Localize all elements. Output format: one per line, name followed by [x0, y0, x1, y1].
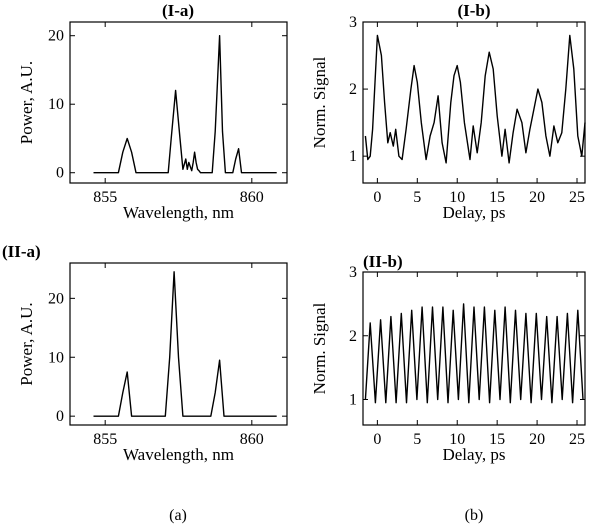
y-tick-label: 0 — [56, 165, 64, 182]
data-series-line — [364, 303, 584, 404]
x-tick-label: 5 — [413, 189, 421, 206]
plot-title: (II-a) — [2, 242, 41, 261]
x-tick-label: 855 — [93, 189, 117, 206]
plot-title: (II-b) — [363, 252, 403, 271]
x-tick-label: 20 — [529, 189, 545, 206]
y-tick-label: 1 — [349, 392, 357, 409]
x-axis-label: Wavelength, nm — [123, 445, 234, 464]
y-axis-label: Power, A.U. — [17, 61, 36, 144]
y-tick-label: 10 — [48, 349, 64, 366]
y-tick-label: 10 — [48, 96, 64, 113]
x-tick-label: 25 — [569, 431, 585, 448]
plot-frame — [362, 21, 586, 184]
data-series-line — [364, 34, 586, 164]
x-axis-label: Delay, ps — [442, 445, 505, 464]
x-tick-label: 860 — [240, 189, 264, 206]
y-tick-label: 20 — [48, 28, 64, 45]
y-tick-label: 20 — [48, 290, 64, 307]
plot-frame — [69, 262, 288, 426]
caption-b: (b) — [465, 507, 484, 524]
x-tick-label: 10 — [449, 189, 465, 206]
x-tick-label: 15 — [489, 431, 505, 448]
x-tick-label: 855 — [93, 431, 117, 448]
plot-title: (I-a) — [162, 1, 194, 20]
x-axis-label: Delay, ps — [442, 203, 505, 222]
data-series-line — [93, 271, 277, 417]
data-series-line — [93, 35, 277, 174]
plot-title: (I-b) — [457, 1, 490, 20]
y-tick-label: 3 — [349, 14, 357, 31]
y-tick-label: 1 — [349, 148, 357, 165]
x-axis-label: Wavelength, nm — [123, 203, 234, 222]
x-tick-label: 15 — [489, 189, 505, 206]
y-axis-label: Norm. Signal — [310, 56, 329, 148]
caption-a: (a) — [169, 507, 187, 524]
x-tick-label: 5 — [413, 431, 421, 448]
y-tick-label: 3 — [349, 264, 357, 281]
x-tick-label: 860 — [240, 431, 264, 448]
x-tick-label: 0 — [373, 431, 381, 448]
y-axis-label: Norm. Signal — [310, 302, 329, 394]
x-tick-label: 20 — [529, 431, 545, 448]
x-tick-label: 10 — [449, 431, 465, 448]
y-tick-label: 0 — [56, 408, 64, 425]
x-tick-label: 25 — [569, 189, 585, 206]
plot-frame — [362, 271, 586, 426]
y-tick-label: 2 — [349, 328, 357, 345]
plot-frame — [69, 21, 288, 184]
x-tick-label: 0 — [373, 189, 381, 206]
y-tick-label: 2 — [349, 81, 357, 98]
y-axis-label: Power, A.U. — [17, 302, 36, 385]
